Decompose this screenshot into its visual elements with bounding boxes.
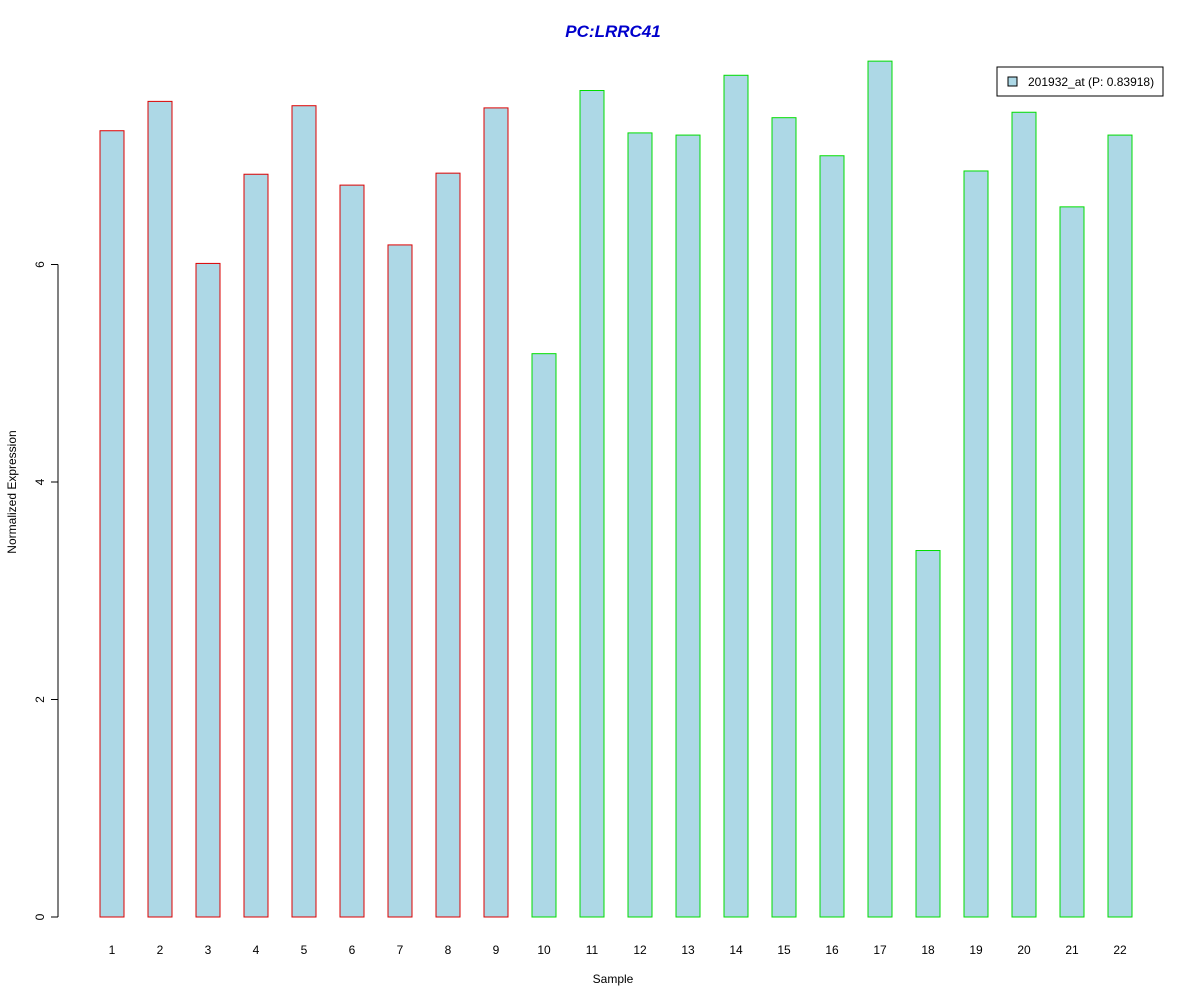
bar-sample-10 (531, 353, 557, 918)
bar-sample-21 (1059, 206, 1085, 918)
x-tick-label: 2 (157, 943, 164, 957)
x-tick-label: 14 (729, 943, 743, 957)
x-tick-label: 13 (681, 943, 695, 957)
bar-sample-9 (483, 107, 509, 918)
bar-sample-7 (387, 244, 413, 918)
bars (99, 60, 1133, 918)
x-tick-label: 6 (349, 943, 356, 957)
x-tick-label: 19 (969, 943, 983, 957)
bar-sample-16 (819, 155, 845, 918)
bar-sample-5 (291, 105, 317, 918)
bar-sample-3 (195, 262, 221, 918)
bar-sample-17 (867, 60, 893, 918)
bar-sample-2 (147, 100, 173, 918)
x-tick-label: 20 (1017, 943, 1031, 957)
bar-sample-12 (627, 132, 653, 918)
x-tick-label: 12 (633, 943, 647, 957)
y-tick-label: 6 (33, 261, 47, 268)
bar-sample-13 (675, 134, 701, 918)
bar-sample-18 (915, 550, 941, 918)
y-tick-label: 4 (33, 478, 47, 485)
legend: 201932_at (P: 0.83918) (996, 66, 1164, 97)
x-tick-labels: 1 2 3 4 5 6 7 8 9 10 11 12 13 14 15 16 17 18 19 20 21 22 (109, 943, 1127, 957)
x-tick-label: 16 (825, 943, 839, 957)
x-tick-label: 4 (253, 943, 260, 957)
y-tick-label: 0 (33, 913, 47, 920)
legend-box (996, 66, 1164, 97)
x-tick-label: 15 (777, 943, 791, 957)
x-tick-label: 7 (397, 943, 404, 957)
x-tick-label: 3 (205, 943, 212, 957)
y-tick-label: 2 (33, 696, 47, 703)
x-tick-label: 18 (921, 943, 935, 957)
y-axis: 0 2 4 6 (33, 261, 59, 920)
x-tick-label: 1 (109, 943, 116, 957)
chart-title: PC:LRRC41 (565, 22, 660, 41)
x-tick-label: 21 (1065, 943, 1079, 957)
x-tick-label: 8 (445, 943, 452, 957)
bar-sample-15 (771, 117, 797, 918)
x-tick-label: 9 (493, 943, 500, 957)
x-tick-label: 10 (537, 943, 551, 957)
x-axis-title: Sample (593, 972, 634, 986)
bar-sample-4 (243, 173, 269, 918)
legend-swatch (1007, 76, 1018, 87)
bar-sample-20 (1011, 111, 1037, 918)
x-tick-label: 17 (873, 943, 887, 957)
x-tick-label: 11 (586, 943, 599, 957)
x-tick-label: 5 (301, 943, 308, 957)
bar-sample-6 (339, 184, 365, 918)
bar-sample-11 (579, 90, 605, 918)
bar-sample-1 (99, 130, 125, 918)
y-axis-title: Normalized Expression (5, 430, 19, 553)
bar-sample-22 (1107, 134, 1133, 918)
bar-sample-14 (723, 74, 749, 918)
legend-label: 201932_at (P: 0.83918) (1028, 75, 1154, 89)
x-tick-label: 22 (1113, 943, 1127, 957)
bar-sample-19 (963, 170, 989, 918)
bar-sample-8 (435, 172, 461, 918)
